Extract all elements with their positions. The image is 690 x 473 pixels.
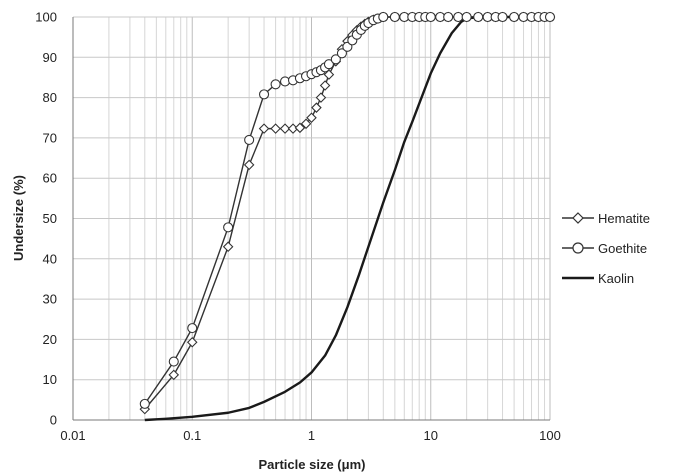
y-tick-label: 50 — [43, 211, 57, 226]
hematite-point — [186, 336, 198, 348]
y-tick-label: 20 — [43, 332, 57, 347]
legend-label-goethite: Goethite — [598, 241, 647, 256]
y-tick-label: 100 — [35, 10, 57, 25]
goethite-point — [425, 11, 436, 23]
legend-label-hematite: Hematite — [598, 211, 650, 226]
legend-label-kaolin: Kaolin — [598, 271, 634, 286]
hematite-point — [243, 159, 255, 171]
y-tick-label: 70 — [43, 130, 57, 145]
hematite-point — [323, 69, 335, 80]
goethite-point — [389, 11, 400, 23]
goethite-point — [461, 11, 472, 23]
goethite-point — [509, 11, 520, 23]
legend-item-kaolin: Kaolin — [562, 271, 634, 286]
legend-item-hematite: Hematite — [562, 211, 650, 226]
y-tick-label: 90 — [43, 50, 57, 65]
y-tick-label: 80 — [43, 90, 57, 105]
legend-item-goethite: Goethite — [562, 241, 647, 256]
y-axis-title: Undersize (%) — [11, 175, 26, 261]
legend: Hematite Goethite Kaolin — [562, 211, 650, 286]
hematite-point — [315, 92, 327, 103]
goethite-point — [497, 11, 508, 23]
y-tick-label: 0 — [50, 413, 57, 428]
y-tick-label: 30 — [43, 292, 57, 307]
series-markers — [139, 11, 556, 415]
tick-labels: 0.01 0.1 1 10 100 0 10 20 30 40 50 60 70 80 90 100 — [35, 10, 561, 444]
goethite-point — [473, 11, 484, 23]
x-tick-label: 0.01 — [60, 428, 85, 443]
hematite-point — [319, 80, 331, 91]
hematite-point — [294, 122, 306, 134]
y-tick-label: 40 — [43, 251, 57, 266]
goethite-point — [336, 48, 347, 59]
hematite-point — [168, 369, 180, 381]
x-tick-label: 10 — [424, 428, 438, 443]
goethite-point — [244, 134, 255, 145]
legend-circle-icon — [572, 242, 584, 254]
hematite-point — [311, 102, 322, 113]
goethite-point — [378, 11, 389, 23]
goethite-point — [544, 11, 556, 23]
y-tick-label: 10 — [43, 372, 57, 387]
goethite-point — [443, 11, 454, 23]
goethite-point — [223, 222, 234, 233]
goethite-point — [330, 54, 341, 65]
x-tick-label: 1 — [308, 428, 315, 443]
goethite-point — [187, 323, 198, 334]
hematite-point — [258, 123, 270, 134]
goethite-point — [139, 398, 150, 409]
goethite-point — [453, 11, 464, 23]
goethite-point — [168, 356, 179, 367]
hematite-point — [222, 241, 234, 252]
x-tick-label: 0.1 — [183, 428, 201, 443]
y-tick-label: 60 — [43, 171, 57, 186]
hematite-point — [279, 123, 291, 134]
hematite-point — [306, 112, 317, 124]
legend-diamond-icon — [572, 212, 584, 224]
x-tick-label: 100 — [539, 428, 561, 443]
hematite-point — [300, 118, 312, 130]
x-axis-title: Particle size (μm) — [259, 457, 366, 472]
goethite-point — [258, 89, 270, 100]
goethite-point — [270, 79, 281, 90]
hematite-point — [270, 123, 281, 134]
goethite-point — [323, 59, 334, 70]
